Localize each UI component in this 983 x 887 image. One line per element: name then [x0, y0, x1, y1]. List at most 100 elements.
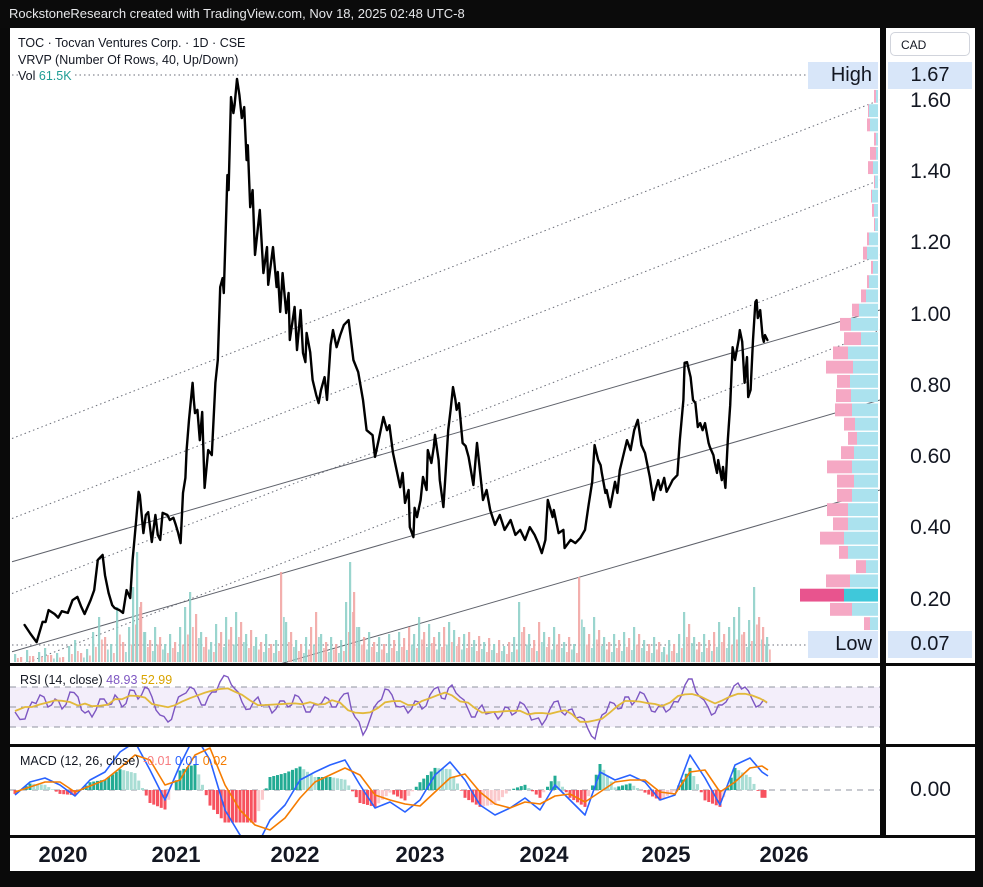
macd-hist-bar — [216, 790, 219, 815]
macd-hist-bar — [572, 790, 576, 801]
volume-bar — [693, 637, 696, 662]
vrvp-down-bar — [874, 89, 876, 103]
volume-bar — [182, 644, 184, 662]
volume-bar — [167, 653, 169, 662]
low-value: 0.07 — [910, 633, 950, 655]
vrvp-down-bar — [833, 517, 848, 531]
macd-hist-bar — [647, 790, 651, 795]
vrvp-up-bar — [876, 132, 878, 146]
volume-bar — [98, 617, 101, 662]
macd-hist-bar — [621, 785, 624, 790]
volume-bar — [491, 650, 493, 662]
volume-bar — [308, 649, 310, 662]
volume-bar — [761, 639, 763, 662]
volume-bar — [738, 607, 741, 662]
macd-hist-bar — [459, 790, 463, 791]
macd-hist-bar — [527, 788, 531, 790]
macd-scale[interactable] — [886, 747, 975, 835]
macd-main-line — [14, 747, 769, 835]
macd-hist-bar — [557, 781, 561, 790]
volume-bar — [691, 643, 693, 662]
macd-hist-bar — [36, 784, 39, 790]
vrvp-up-bar — [869, 275, 878, 289]
price-tick-1.60: 1.60 — [910, 88, 951, 112]
macd-hist-bar — [748, 777, 752, 790]
volume-bar — [38, 652, 41, 662]
volume-bar — [366, 649, 368, 662]
price-tick-1.40: 1.40 — [910, 160, 951, 184]
volume-bar — [586, 644, 588, 662]
macd-hist-bar — [384, 790, 388, 797]
macd-hist-bar — [118, 769, 122, 790]
volume-bar — [396, 651, 398, 662]
vrvp-up-bar — [852, 403, 878, 417]
macd-hist-bar — [696, 784, 699, 790]
volume-bar — [528, 634, 531, 662]
macd-hist-bar — [669, 790, 673, 794]
trend-dotted-2[interactable] — [11, 254, 880, 594]
volume-bar — [533, 640, 536, 662]
volume-bar — [122, 642, 125, 662]
macd-chart-canvas[interactable] — [10, 747, 880, 835]
macd-hist-bar — [452, 776, 456, 790]
volume-bar — [576, 653, 578, 662]
volume-bar — [591, 648, 593, 662]
macd-hist-bar — [43, 784, 47, 790]
macd-hist-bar — [418, 782, 422, 790]
macd-hist-bar — [606, 775, 609, 790]
price-chart-canvas[interactable] — [10, 28, 880, 663]
volume-bar — [636, 644, 638, 662]
macd-hist-bar — [741, 772, 744, 790]
currency-button[interactable]: CAD — [890, 32, 970, 56]
macd-hist-bar — [628, 783, 632, 790]
trend-solid-1[interactable] — [11, 399, 880, 653]
vrvp-up-bar — [873, 260, 878, 274]
macd-pane[interactable] — [10, 747, 880, 835]
vrvp-down-bar — [841, 446, 854, 460]
price-pane[interactable] — [10, 28, 880, 663]
volume-bar — [621, 651, 623, 662]
volume-bar — [451, 642, 453, 662]
macd-hist-bar — [519, 786, 523, 790]
volume-bar — [139, 607, 141, 662]
macd-hist-bar — [613, 787, 617, 790]
volume-bar — [89, 655, 91, 662]
macd-hist-bar — [66, 790, 69, 795]
macd-hist-bar — [561, 786, 564, 790]
rsi-scale[interactable] — [886, 666, 975, 744]
vrvp-down-bar — [868, 161, 873, 175]
vrvp-down-bar — [863, 246, 867, 260]
volume-bar — [651, 653, 653, 662]
price-scale[interactable]: 1.60 1.40 1.20 1.00 0.80 0.60 0.40 0.20 — [886, 28, 975, 663]
macd-hist-bar — [261, 790, 264, 800]
volume-bar — [433, 637, 436, 662]
macd-hist-bar — [576, 790, 579, 803]
macd-hist-bar — [744, 774, 748, 790]
volume-bar — [438, 632, 441, 662]
macd-hist-bar — [257, 790, 261, 812]
volume-bar — [618, 640, 621, 662]
vrvp-up-bar — [855, 417, 878, 431]
volume-bar — [260, 642, 263, 662]
macd-hist-bar — [96, 780, 99, 790]
rsi-pane[interactable] — [10, 666, 880, 744]
volume-bar — [152, 651, 154, 662]
volume-bar — [92, 632, 95, 662]
volume-bar — [726, 648, 728, 662]
year-label-2024: 2024 — [519, 842, 569, 867]
trend-solid-2[interactable] — [12, 489, 880, 663]
volume-bar — [658, 642, 661, 662]
time-axis[interactable]: 2020 2021 2022 2023 2024 2025 2026 — [10, 838, 975, 871]
high-label-badge: High — [808, 62, 878, 89]
volume-bar — [603, 637, 606, 662]
volume-bar — [258, 649, 260, 662]
attribution-text: RockstoneResearch created with TradingVi… — [9, 6, 465, 21]
vrvp-up-bar — [874, 203, 878, 217]
volume-bar — [498, 640, 501, 662]
rsi-chart-canvas[interactable] — [10, 666, 880, 744]
volume-bar — [318, 637, 320, 662]
macd-hist-bar — [137, 780, 141, 790]
volume-bar — [345, 602, 348, 662]
volume-bar — [288, 642, 290, 662]
volume-bar — [631, 650, 633, 662]
